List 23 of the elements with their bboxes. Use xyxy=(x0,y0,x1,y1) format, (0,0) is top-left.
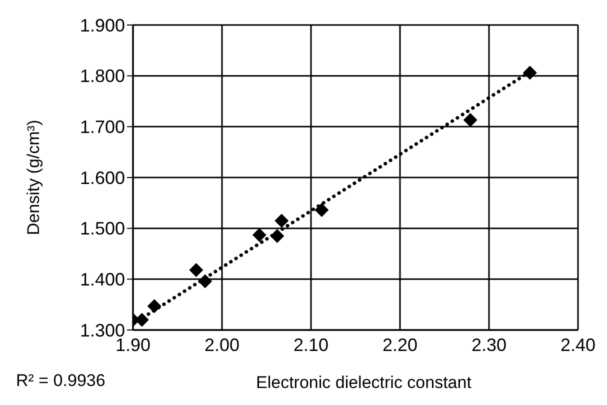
y-tick-label: 1.700 xyxy=(80,117,125,138)
point xyxy=(522,66,537,80)
point xyxy=(147,299,162,314)
x-tick-label: 2.40 xyxy=(560,334,596,355)
y-tick-label: 1.800 xyxy=(80,66,125,86)
point xyxy=(198,274,212,288)
x-tick-label: 2.30 xyxy=(471,334,507,355)
x-tick-label: 2.10 xyxy=(293,334,329,355)
y-tick-label: 1.500 xyxy=(80,218,125,239)
point xyxy=(274,214,289,228)
y-axis-title: Density (g/cm³) xyxy=(24,120,44,236)
point xyxy=(252,228,266,242)
point xyxy=(463,113,478,128)
x-tick-label: 2.20 xyxy=(382,334,418,355)
point xyxy=(314,203,329,218)
point xyxy=(270,228,284,243)
y-tick-label: 1.900 xyxy=(80,15,125,36)
x-axis-title: Electronic dielectric constant xyxy=(256,373,472,393)
text: R² = 0.9936 xyxy=(16,371,106,390)
x-tick-label: 2.00 xyxy=(204,334,240,355)
y-tick-label: 1.600 xyxy=(80,168,125,188)
point xyxy=(189,263,204,278)
y-tick-label: 1.400 xyxy=(80,270,125,290)
